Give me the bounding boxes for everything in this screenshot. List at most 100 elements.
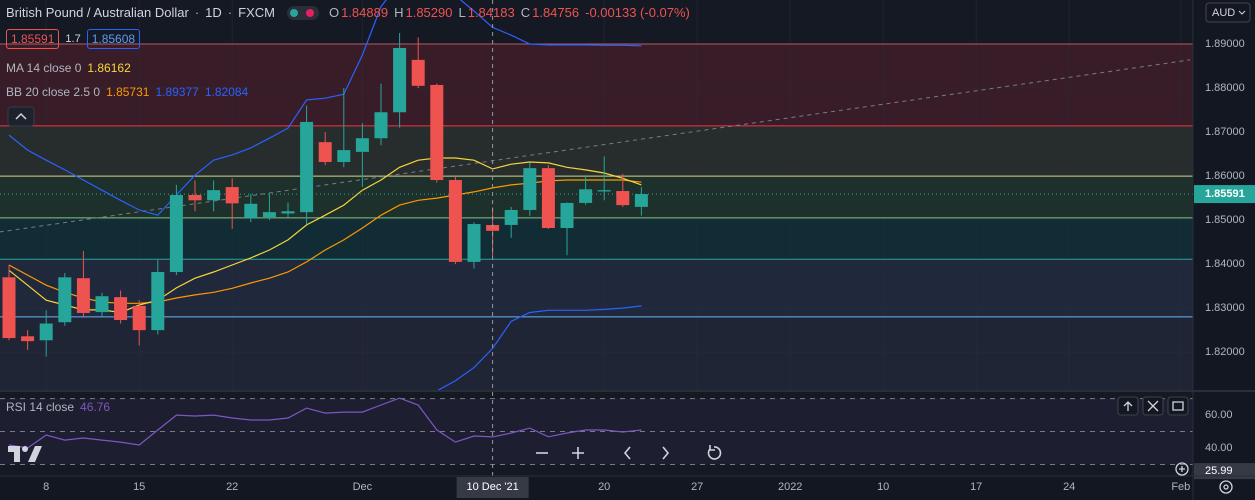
logo[interactable] xyxy=(8,446,42,462)
level-zone xyxy=(0,44,1193,126)
candle-body xyxy=(300,121,314,213)
indicator-value: 1.85731 xyxy=(106,85,150,99)
axes: 1.89000 1.88000 1.87000 1.86000 1.85000 1.840… xyxy=(43,0,1255,498)
last-price-box xyxy=(1194,185,1255,204)
y-tick-label: 1.83000 xyxy=(1205,302,1245,314)
currency-dropdown[interactable] xyxy=(1205,2,1251,23)
scroll-left-button[interactable] xyxy=(623,446,631,460)
candle-body xyxy=(393,47,407,113)
rsi-cursor-box xyxy=(1194,463,1255,480)
candle-body xyxy=(374,112,388,139)
level-zone xyxy=(0,259,1193,317)
candle-body xyxy=(616,191,630,206)
rsi-background xyxy=(0,392,1193,476)
symbol-header: British Pound / Australian Dollar · 1D ·… xyxy=(6,5,690,20)
candle-body xyxy=(169,195,183,273)
ohlc-key: O xyxy=(328,5,340,20)
candle-body xyxy=(318,142,332,162)
candle-body xyxy=(337,150,351,162)
rsi-line xyxy=(8,397,642,449)
x-tick-label: 2022 xyxy=(778,481,802,493)
bb-legend: BB 20 close 2.5 0 1.85731 1.89377 1.8208… xyxy=(6,85,248,99)
candle-body xyxy=(634,194,648,207)
rsi-pane xyxy=(0,397,1193,465)
candle-body xyxy=(132,305,146,331)
scroll-right-button[interactable] xyxy=(662,446,670,460)
candle-body xyxy=(262,212,276,218)
pane-maximize-button[interactable] xyxy=(1167,396,1189,416)
trade-buttons: 1.85591 1.7 1.85608 xyxy=(6,29,141,49)
x-tick-label: 8 xyxy=(43,481,49,493)
candle-body xyxy=(114,297,128,321)
y-tick-label: 1.87000 xyxy=(1205,126,1245,138)
x-tick-label: 20 xyxy=(598,481,610,493)
add-button[interactable] xyxy=(1175,462,1189,476)
indicator-value: 1.82084 xyxy=(204,85,249,99)
collapse-icon xyxy=(15,112,27,120)
ohlc-value: 1.85290 xyxy=(405,5,453,20)
candle-body xyxy=(225,187,239,204)
candle-body xyxy=(597,190,611,192)
indicator-value: 1.89377 xyxy=(155,85,199,99)
ohlc-key: L xyxy=(458,5,466,20)
change: -0.00133 (-0.07%) xyxy=(585,5,690,20)
candle-body xyxy=(2,277,16,339)
currency-label: AUD xyxy=(1212,7,1235,19)
candle-body xyxy=(281,211,295,214)
symbol-title: British Pound / Australian Dollar xyxy=(6,5,189,20)
level-zone xyxy=(0,125,1193,177)
candle-body xyxy=(95,296,109,313)
candle-body xyxy=(541,168,555,229)
candle-body xyxy=(579,189,593,203)
reset-button[interactable] xyxy=(707,445,722,460)
y-tick-label: 1.88000 xyxy=(1205,82,1245,94)
x-tick-label: 24 xyxy=(1063,481,1075,493)
rsi-legend: RSI 14 close 46.76 xyxy=(6,400,110,414)
candle-body xyxy=(39,323,53,341)
candle-body xyxy=(355,138,369,152)
interval: 1D xyxy=(205,5,222,20)
bollinger-band xyxy=(8,0,642,216)
rsi-cursor-label: 25.99 xyxy=(1205,465,1233,477)
settings-button[interactable] xyxy=(1219,480,1233,494)
x-tick-label: Feb xyxy=(1171,481,1190,493)
x-tick-label: 15 xyxy=(133,481,145,493)
crosshair-time-label: 10 Dec '21 xyxy=(466,481,518,493)
x-tick-label: 27 xyxy=(691,481,703,493)
level-zone xyxy=(0,316,1193,390)
x-tick-label: 10 xyxy=(877,481,889,493)
x-tick-label: Dec xyxy=(353,481,373,493)
separator: · xyxy=(227,5,233,20)
buy-button[interactable]: 1.85608 xyxy=(86,29,141,49)
candle-body xyxy=(76,278,90,313)
indicator-value: 1.86162 xyxy=(87,61,131,75)
candle-body xyxy=(188,195,202,201)
x-tick-label: 17 xyxy=(970,481,982,493)
ma-legend: MA 14 close 0 1.86162 xyxy=(6,61,131,75)
candle-body xyxy=(504,209,518,225)
candle-body xyxy=(21,336,35,342)
sell-button[interactable]: 1.85591 xyxy=(6,29,60,49)
indicator-name: MA 14 close 0 xyxy=(6,61,82,75)
zoom-in-button[interactable] xyxy=(572,447,584,459)
collapse-legend-button[interactable] xyxy=(7,106,35,127)
candle-body xyxy=(151,272,165,331)
ohlc-key: H xyxy=(394,5,404,20)
source: FXCM xyxy=(238,5,275,20)
spread: 1.7 xyxy=(65,33,81,45)
dropdown-arrow xyxy=(1238,10,1246,15)
nav-toolbar xyxy=(536,445,722,460)
candle-body xyxy=(207,190,221,201)
rsi-tick-label: 40.00 xyxy=(1205,442,1233,454)
candle-body xyxy=(244,203,258,218)
indicator-name: BB 20 close 2.5 0 xyxy=(6,85,101,99)
y-tick-label: 1.82000 xyxy=(1205,346,1245,358)
market-status[interactable] xyxy=(286,5,319,20)
separator: · xyxy=(194,5,200,20)
ohlc-value: 1.84889 xyxy=(341,5,389,20)
candle-body xyxy=(560,202,574,229)
candle-body xyxy=(430,84,444,181)
candle-body xyxy=(523,168,537,210)
